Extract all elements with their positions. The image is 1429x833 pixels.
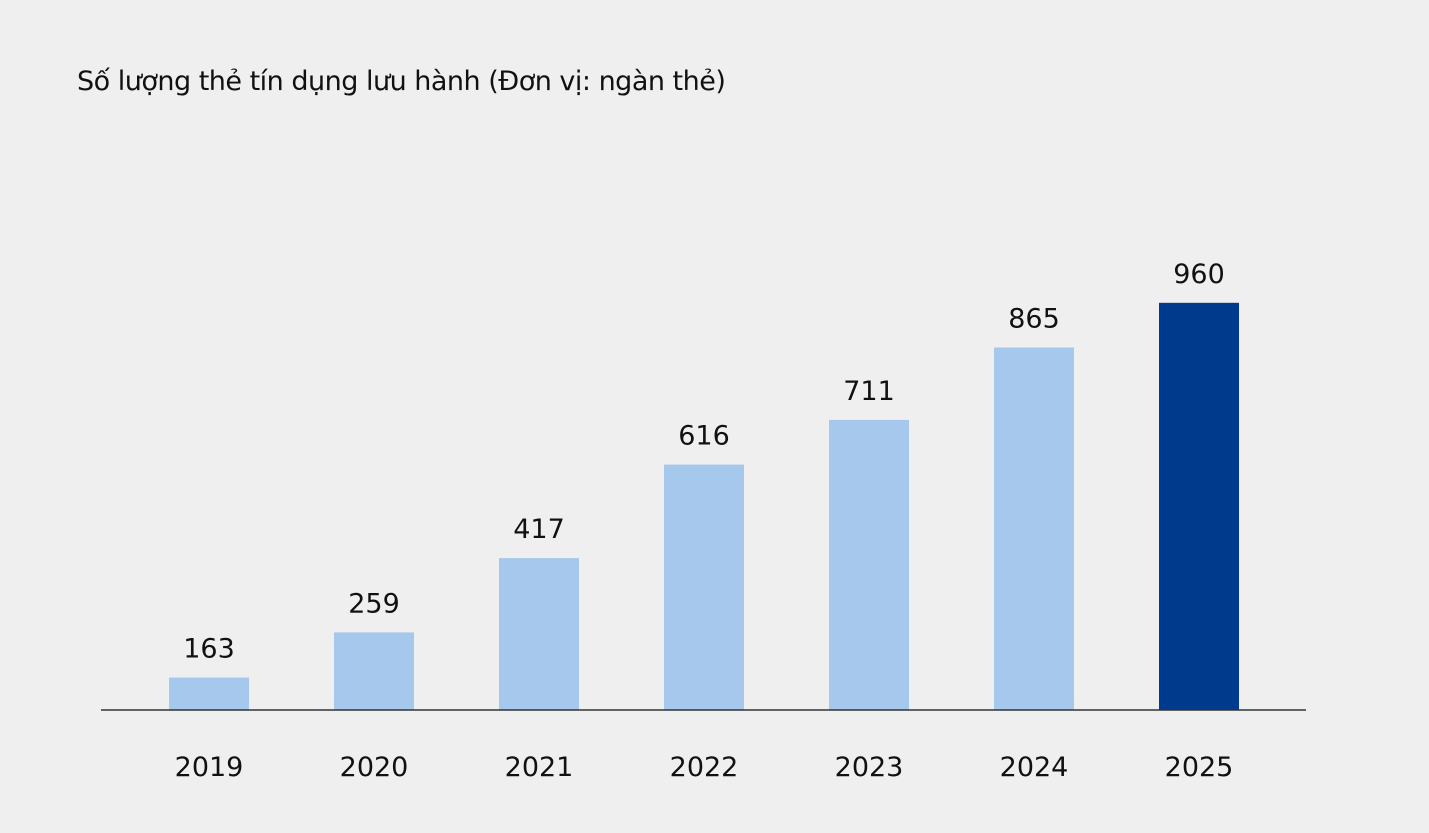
data-label-2025: 960 [1173, 259, 1225, 290]
chart-title: Số lượng thẻ tín dụng lưu hành (Đơn vị: … [77, 66, 726, 97]
data-label-2021: 417 [513, 514, 565, 545]
x-tick-label-2021: 2021 [505, 752, 574, 783]
bar-2021 [499, 558, 579, 710]
data-label-2022: 616 [678, 421, 730, 452]
data-label-2023: 711 [843, 376, 895, 407]
bar-2025 [1159, 302, 1239, 710]
x-tick-label-2023: 2023 [835, 752, 904, 783]
x-tick-label-2022: 2022 [670, 752, 739, 783]
bar-2022 [664, 464, 744, 710]
x-tick-label-2020: 2020 [340, 752, 409, 783]
data-label-2019: 163 [183, 634, 235, 665]
bar-2020 [334, 632, 414, 710]
x-tick-label-2025: 2025 [1165, 752, 1234, 783]
data-label-2024: 865 [1008, 303, 1060, 334]
bar-2023 [829, 419, 909, 710]
bar-2024 [994, 347, 1074, 710]
bar-2019 [169, 677, 249, 710]
x-tick-label-2024: 2024 [1000, 752, 1069, 783]
x-tick-label-2019: 2019 [175, 752, 244, 783]
data-label-2020: 259 [348, 588, 400, 619]
